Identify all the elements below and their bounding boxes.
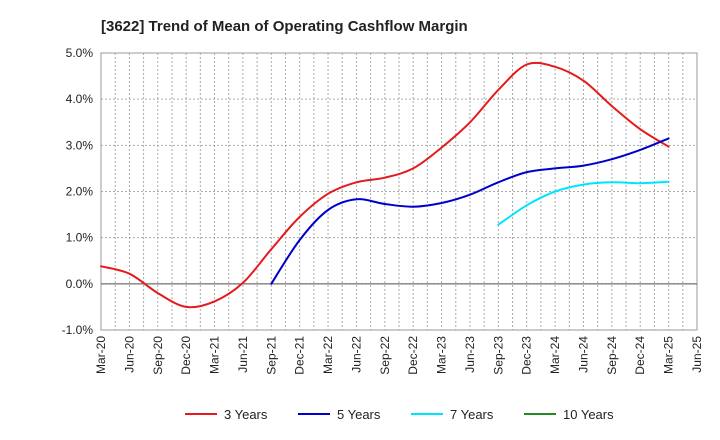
x-tick-label: Mar-23	[435, 336, 449, 374]
x-tick-label: Dec-21	[293, 336, 307, 375]
y-tick-label: 0.0%	[66, 277, 94, 291]
x-tick-label: Jun-25	[690, 336, 704, 373]
y-tick-label: 3.0%	[66, 138, 94, 152]
x-tick-label: Sep-21	[264, 336, 278, 375]
y-tick-label: 5.0%	[66, 46, 94, 60]
x-tick-label: Dec-24	[633, 336, 647, 375]
x-tick-label: Mar-24	[548, 336, 562, 374]
x-tick-label: Jun-20	[122, 336, 136, 373]
y-axis: 5.0% 4.0% 3.0% 2.0% 1.0% 0.0% -1.0%	[62, 46, 94, 337]
legend-label-10-years: 10 Years	[563, 407, 614, 422]
x-tick-label: Dec-23	[520, 336, 534, 375]
x-tick-label: Mar-22	[321, 336, 335, 374]
y-tick-label: 2.0%	[66, 185, 94, 199]
plot-area	[100, 52, 698, 331]
x-tick-label: Jun-21	[236, 336, 250, 373]
x-tick-label: Sep-20	[151, 336, 165, 375]
x-tick-label: Jun-22	[349, 336, 363, 373]
x-tick-label: Jun-23	[463, 336, 477, 373]
series-line-5-years	[270, 137, 670, 285]
y-tick-label: 4.0%	[66, 92, 94, 106]
x-axis: Mar-20 Jun-20 Sep-20 Dec-20 Mar-21 Jun-21 Sep-…	[94, 336, 704, 375]
chart-title: [3622] Trend of Mean of Operating Cashfl…	[101, 18, 468, 35]
x-tick-label: Jun-24	[576, 336, 590, 373]
x-tick-label: Mar-21	[208, 336, 222, 374]
x-tick-label: Dec-20	[179, 336, 193, 375]
legend-label-3-years: 3 Years	[224, 407, 268, 422]
legend-label-7-years: 7 Years	[450, 407, 494, 422]
x-tick-label: Mar-25	[662, 336, 676, 374]
x-tick-label: Mar-20	[94, 336, 108, 374]
series-line-7-years	[497, 180, 670, 226]
x-tick-label: Sep-22	[378, 336, 392, 375]
grid	[101, 53, 697, 330]
x-tick-label: Sep-24	[605, 336, 619, 375]
x-tick-label: Dec-22	[406, 336, 420, 375]
y-tick-label: -1.0%	[62, 323, 94, 337]
legend: 3 Years 5 Years 7 Years 10 Years	[185, 407, 614, 422]
y-tick-label: 1.0%	[66, 231, 94, 245]
series-line-3-years	[100, 61, 670, 309]
legend-label-5-years: 5 Years	[337, 407, 381, 422]
series-layer	[100, 61, 670, 309]
x-tick-label: Sep-23	[491, 336, 505, 375]
